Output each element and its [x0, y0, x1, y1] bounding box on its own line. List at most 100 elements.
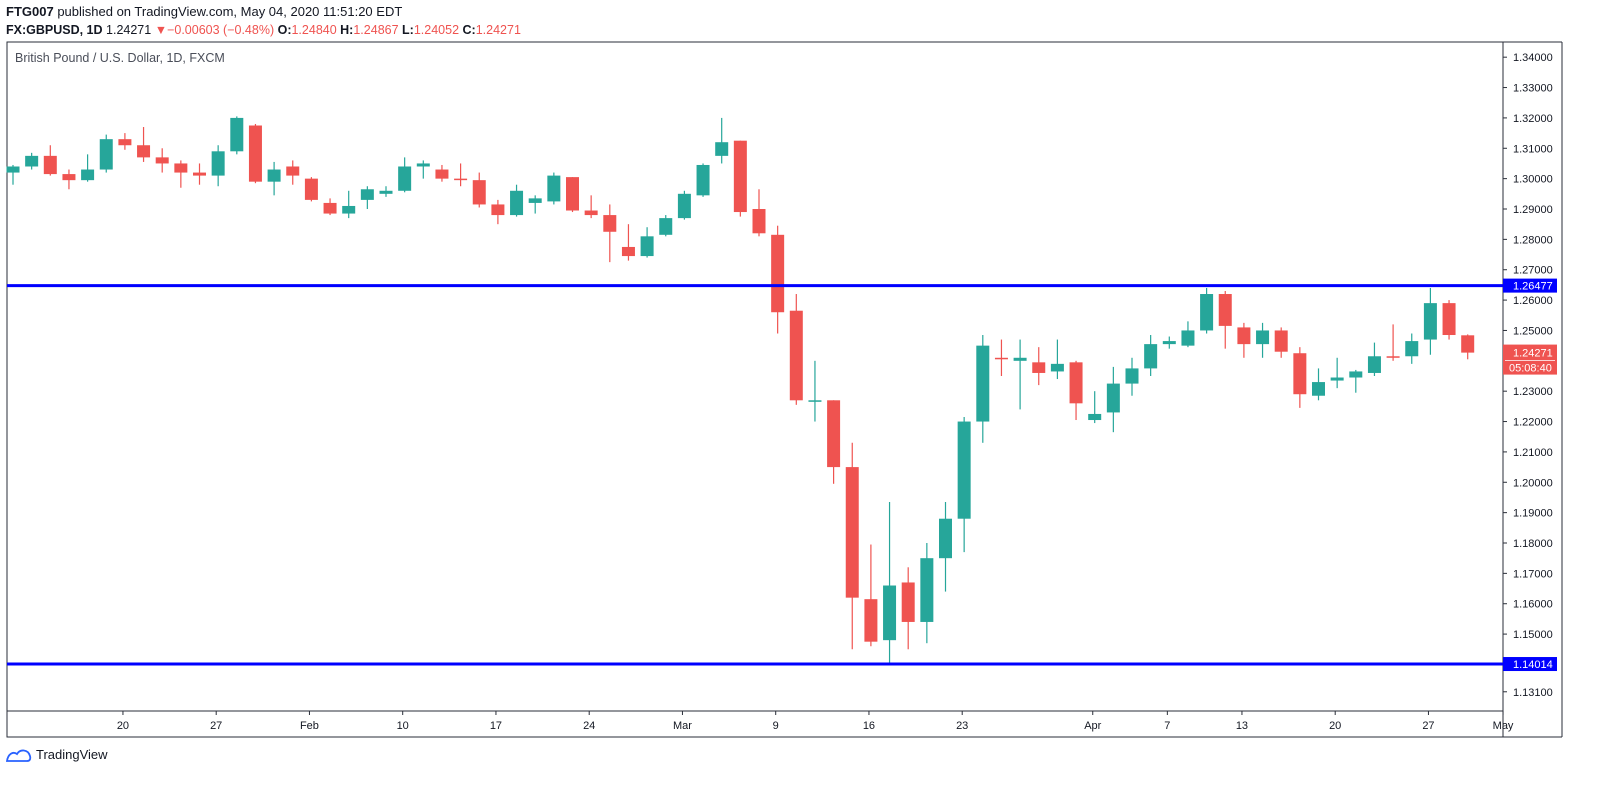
candle-body[interactable] [62, 174, 76, 181]
candle-body[interactable] [1349, 371, 1363, 378]
candle-body[interactable] [696, 164, 710, 196]
candle-body[interactable] [939, 518, 952, 559]
candle-body[interactable] [528, 198, 542, 203]
candle-body[interactable] [1106, 383, 1120, 413]
candle-body[interactable] [248, 125, 262, 182]
candle-body[interactable] [25, 155, 39, 167]
candle-body[interactable] [1256, 330, 1270, 345]
x-tick-label: 9 [773, 720, 779, 732]
candle-body[interactable] [752, 209, 766, 234]
candle-body[interactable] [566, 177, 579, 211]
candle-body[interactable] [6, 166, 20, 173]
candle-body[interactable] [789, 310, 803, 401]
level-price-label: 1.14014 [1513, 659, 1553, 671]
candle-body[interactable] [845, 467, 859, 598]
bar-countdown-label: 05:08:40 [1509, 363, 1552, 375]
last-price: 1.24271 [106, 23, 152, 37]
footer-brand[interactable]: TradingView [6, 747, 108, 762]
brand-name: TradingView [36, 747, 108, 762]
candle-body[interactable] [286, 166, 300, 176]
candle-body[interactable] [1200, 294, 1214, 331]
candle-body[interactable] [1050, 363, 1064, 372]
candle-body[interactable] [99, 139, 113, 170]
candle-body[interactable] [827, 400, 841, 468]
candle-body[interactable] [1144, 344, 1158, 369]
candle-body[interactable] [1423, 303, 1437, 340]
candle-body[interactable] [155, 157, 169, 164]
candle-body[interactable] [360, 189, 374, 200]
candle-body[interactable] [1367, 356, 1381, 373]
author-name[interactable]: FTG007 [6, 4, 54, 19]
candle-body[interactable] [416, 163, 430, 167]
candle-body[interactable] [1442, 303, 1456, 336]
candle-body[interactable] [994, 357, 1008, 360]
last-price-tag [1503, 344, 1557, 375]
candle-body[interactable] [1162, 341, 1176, 345]
candle-body[interactable] [1088, 413, 1102, 421]
candle-body[interactable] [659, 218, 673, 235]
candle-body[interactable] [1330, 377, 1344, 381]
candle-body[interactable] [1386, 356, 1400, 358]
candle-body[interactable] [1312, 382, 1325, 396]
y-tick-label: 1.23000 [1513, 386, 1553, 398]
candle-body[interactable] [304, 178, 318, 200]
y-tick-label: 1.16000 [1513, 599, 1553, 611]
candle-body[interactable] [547, 175, 561, 202]
candle-body[interactable] [43, 155, 57, 175]
candle-body[interactable] [1293, 353, 1307, 395]
candle-body[interactable] [677, 193, 691, 219]
candle-body[interactable] [1069, 362, 1083, 404]
down-arrow-icon: ▼ [154, 23, 168, 37]
candle-body[interactable] [957, 421, 971, 519]
x-tick-label: Feb [300, 720, 319, 732]
candle-body[interactable] [1218, 294, 1232, 326]
candle-body[interactable] [603, 215, 617, 232]
candle-body[interactable] [1125, 368, 1139, 384]
candle-body[interactable] [1181, 330, 1195, 346]
candle-body[interactable] [491, 204, 505, 216]
candle-body[interactable] [584, 210, 598, 216]
candle-body[interactable] [864, 599, 878, 642]
candle-body[interactable] [1274, 330, 1288, 352]
candle-body[interactable] [342, 205, 356, 214]
candle-body[interactable] [118, 139, 132, 146]
x-tick-label: 23 [956, 720, 968, 732]
candle-body[interactable] [808, 400, 822, 402]
symbol-label: FX:GBPUSD, 1D [6, 23, 103, 37]
change-value: −0.00603 (−0.48%) [167, 23, 275, 37]
candle-body[interactable] [211, 151, 225, 176]
candle-body[interactable] [621, 246, 635, 257]
candle-body[interactable] [454, 178, 468, 181]
candle-body[interactable] [976, 345, 990, 422]
candle-body[interactable] [1237, 327, 1251, 345]
candle-body[interactable] [137, 145, 151, 158]
candle-body[interactable] [1405, 341, 1419, 357]
candle-body[interactable] [510, 190, 524, 216]
candle-body[interactable] [640, 236, 654, 257]
candle-body[interactable] [901, 582, 915, 622]
candle-body[interactable] [1013, 357, 1027, 361]
y-tick-label: 1.22000 [1513, 417, 1553, 429]
candle-body[interactable] [920, 558, 934, 622]
candle-body[interactable] [193, 172, 206, 176]
candle-body[interactable] [1032, 362, 1046, 373]
candle-body[interactable] [435, 169, 449, 179]
candle-body[interactable] [174, 163, 188, 173]
candle-body[interactable] [267, 169, 281, 182]
candle-body[interactable] [883, 585, 897, 641]
candle-body[interactable] [230, 117, 244, 152]
candle-body[interactable] [398, 166, 412, 191]
y-tick-label: 1.21000 [1513, 447, 1553, 459]
candle-body[interactable] [1461, 335, 1475, 353]
x-tick-label: 27 [210, 720, 222, 732]
y-tick-label: 1.31000 [1513, 143, 1553, 155]
candle-body[interactable] [733, 140, 747, 213]
candle-body[interactable] [771, 234, 785, 313]
candle-body[interactable] [379, 190, 393, 194]
candle-body[interactable] [472, 180, 486, 205]
candle-body[interactable] [81, 169, 95, 181]
candle-body[interactable] [715, 142, 729, 156]
x-tick-label: 16 [863, 720, 875, 732]
candle-body[interactable] [323, 202, 337, 214]
